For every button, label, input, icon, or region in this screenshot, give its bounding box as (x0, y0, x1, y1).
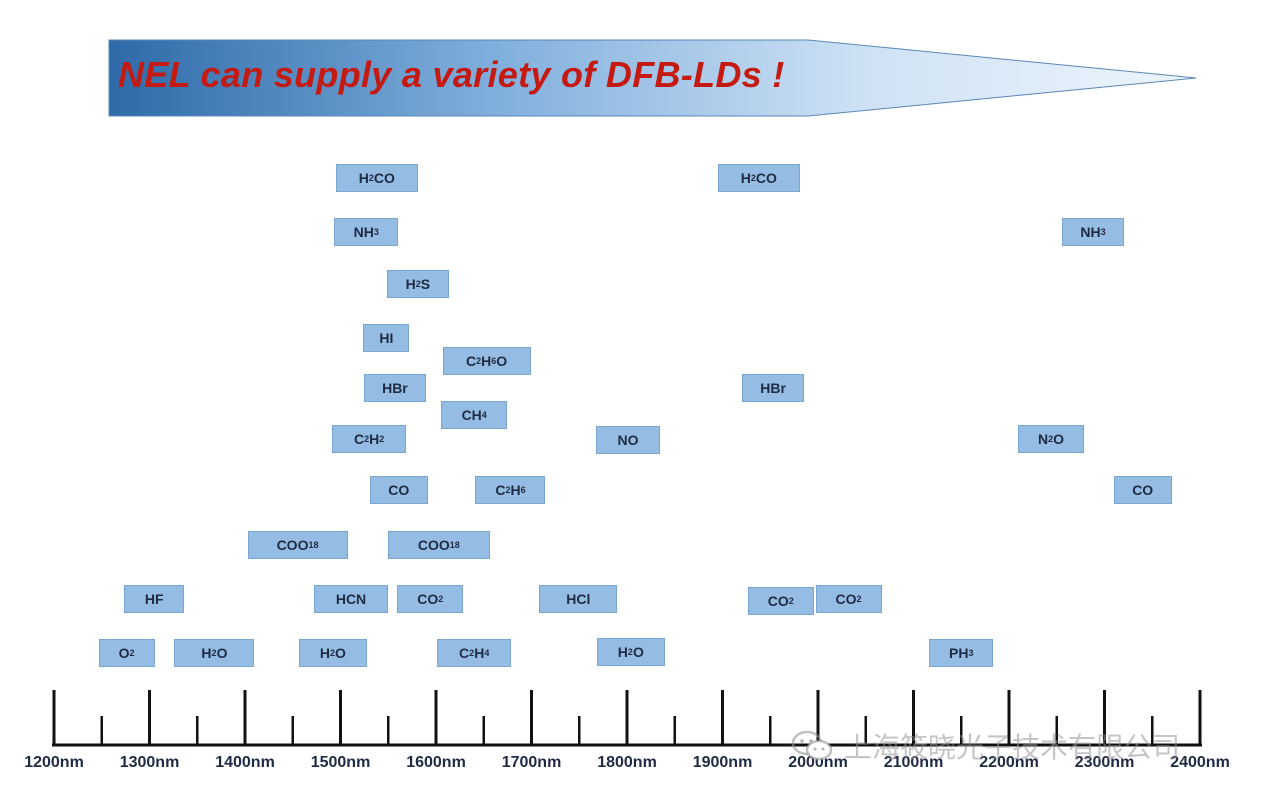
tick-label-1700: 1700nm (502, 754, 562, 771)
gas-label-co: CO (1113, 476, 1172, 504)
tick-label-2200: 2200nm (979, 754, 1039, 771)
gas-label-co: CO (369, 476, 428, 504)
gas-label-coo18: COO 18 (387, 531, 490, 559)
wechat-icon (791, 730, 833, 761)
gas-label-hbr: HBr (742, 374, 805, 402)
tick-label-1300: 1300nm (120, 754, 180, 771)
gas-label-coo18: COO 18 (247, 531, 348, 559)
gas-label-hbr: HBr (363, 374, 426, 402)
gas-label-ph3: PH 3 (929, 639, 994, 667)
banner-title: NEL can supply a variety of DFB-LDs ! (118, 54, 785, 95)
tick-label-1200: 1200nm (24, 754, 84, 771)
tick-label-1500: 1500nm (311, 754, 371, 771)
tick-label-2300: 2300nm (1075, 754, 1135, 771)
gas-label-h2co: H 2 CO (335, 164, 418, 192)
gas-label-ch4: CH 4 (441, 401, 508, 429)
gas-label-hf: HF (124, 585, 185, 613)
tick-label-1900: 1900nm (693, 754, 753, 771)
watermark-text: 上海筱晓光子技术有限公司 (844, 731, 1181, 764)
tick-label-1600: 1600nm (406, 754, 466, 771)
tick-label-2000: 2000nm (788, 754, 848, 771)
gas-label-hcl: HCl (539, 585, 618, 613)
gas-label-nh3: NH 3 (1062, 218, 1125, 246)
tick-label-1800: 1800nm (597, 754, 657, 771)
gas-label-co2: CO 2 (815, 585, 882, 613)
gas-label-co2: CO 2 (747, 587, 814, 615)
tick-label-1400: 1400nm (215, 754, 275, 771)
gas-label-no: NO (595, 426, 660, 454)
gas-label-hi: HI (363, 324, 410, 352)
gas-label-hcn: HCN (314, 585, 388, 613)
banner-arrow (108, 39, 1197, 117)
gas-label-nh3: NH 3 (334, 218, 399, 246)
wavelength-axis: 1200nm 1300nm 1400nm 1500nm 1600nm 1700nm 1800… (24, 690, 1230, 771)
gas-label-h2co: H 2 CO (717, 164, 800, 192)
tick-label-2100: 2100nm (884, 754, 944, 771)
watermark: 上海筱晓光子技术有限公司 (790, 726, 1180, 766)
tick-label-2400: 2400nm (1170, 754, 1230, 771)
gas-label-co2: CO 2 (397, 585, 464, 613)
